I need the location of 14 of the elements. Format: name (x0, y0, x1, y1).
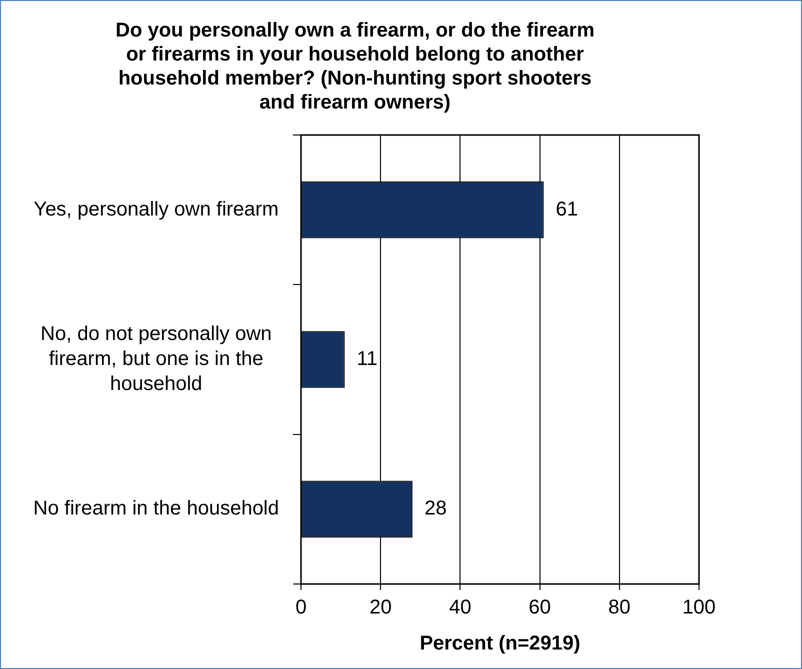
x-tick-label: 0 (295, 596, 307, 619)
y-tick-label: Yes, personally own firearm (34, 198, 279, 220)
x-tick-label: 80 (608, 596, 631, 619)
y-tick-label: No, do not personally own firearm, but one is in the household (40, 323, 272, 396)
chart-title: Do you personally own a firearm, or do the firearm or firearms in your household belong to another household member? (Non-hunting sport shooters and firearm owners) (116, 20, 594, 114)
x-axis-title: Percent (n=2919) (420, 632, 580, 655)
x-tick-label: 100 (682, 596, 716, 619)
data-label: 11 (356, 348, 378, 370)
y-tick-label: No firearm in the household (33, 498, 280, 520)
data-label: 61 (556, 198, 578, 220)
x-tick-label: 60 (528, 596, 551, 619)
x-tick-label: 40 (449, 596, 472, 619)
x-tick-label: 20 (369, 596, 392, 619)
data-label: 28 (424, 498, 447, 520)
